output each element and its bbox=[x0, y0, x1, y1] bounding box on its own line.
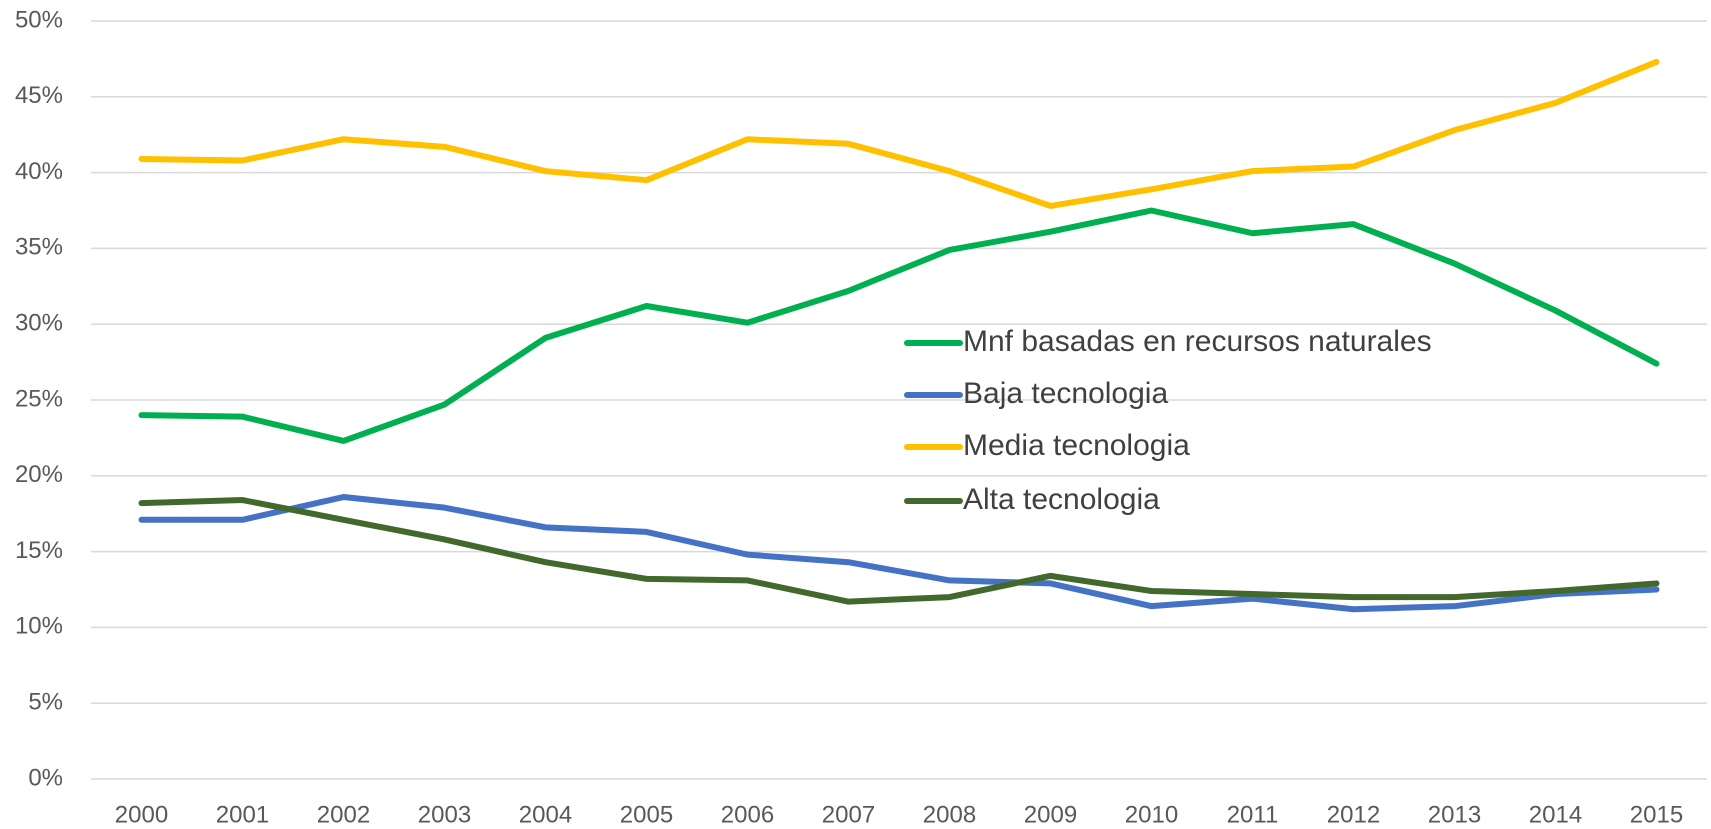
x-tick-label: 2008 bbox=[923, 801, 976, 828]
y-tick-label: 40% bbox=[15, 158, 63, 185]
y-tick-label: 30% bbox=[15, 310, 63, 337]
series-line bbox=[138, 497, 1660, 605]
series-line bbox=[138, 58, 1660, 209]
x-tick-label: 2001 bbox=[216, 801, 269, 828]
y-tick-label: 0% bbox=[28, 764, 63, 791]
y-tick-label: 35% bbox=[15, 234, 63, 261]
legend-label: Media tecnologia bbox=[963, 429, 1190, 462]
x-tick-label: 2002 bbox=[317, 801, 370, 828]
x-tick-label: 2006 bbox=[721, 801, 774, 828]
y-tick-label: 25% bbox=[15, 385, 63, 412]
x-tick-label: 2000 bbox=[115, 801, 168, 828]
legend-label: Mnf basadas en recursos naturales bbox=[963, 325, 1432, 358]
x-tick-label: 2013 bbox=[1428, 801, 1481, 828]
series-line bbox=[138, 207, 1660, 444]
x-tick-label: 2003 bbox=[418, 801, 471, 828]
x-tick-label: 2015 bbox=[1630, 801, 1683, 828]
y-tick-label: 50% bbox=[15, 6, 63, 33]
y-tick-label: 45% bbox=[15, 82, 63, 109]
x-tick-label: 2007 bbox=[822, 801, 875, 828]
y-tick-label: 5% bbox=[28, 689, 63, 716]
x-tick-label: 2012 bbox=[1327, 801, 1380, 828]
y-tick-label: 10% bbox=[15, 613, 63, 640]
x-tick-label: 2005 bbox=[620, 801, 673, 828]
x-tick-label: 2010 bbox=[1125, 801, 1178, 828]
y-tick-label: 15% bbox=[15, 537, 63, 564]
legend-label: Alta tecnologia bbox=[963, 483, 1160, 516]
series-line bbox=[138, 494, 1660, 613]
y-tick-label: 20% bbox=[15, 461, 63, 488]
x-tick-label: 2009 bbox=[1024, 801, 1077, 828]
x-tick-label: 2014 bbox=[1529, 801, 1582, 828]
legend-label: Baja tecnologia bbox=[963, 377, 1168, 410]
x-tick-label: 2011 bbox=[1227, 801, 1279, 828]
x-tick-label: 2004 bbox=[519, 801, 572, 828]
